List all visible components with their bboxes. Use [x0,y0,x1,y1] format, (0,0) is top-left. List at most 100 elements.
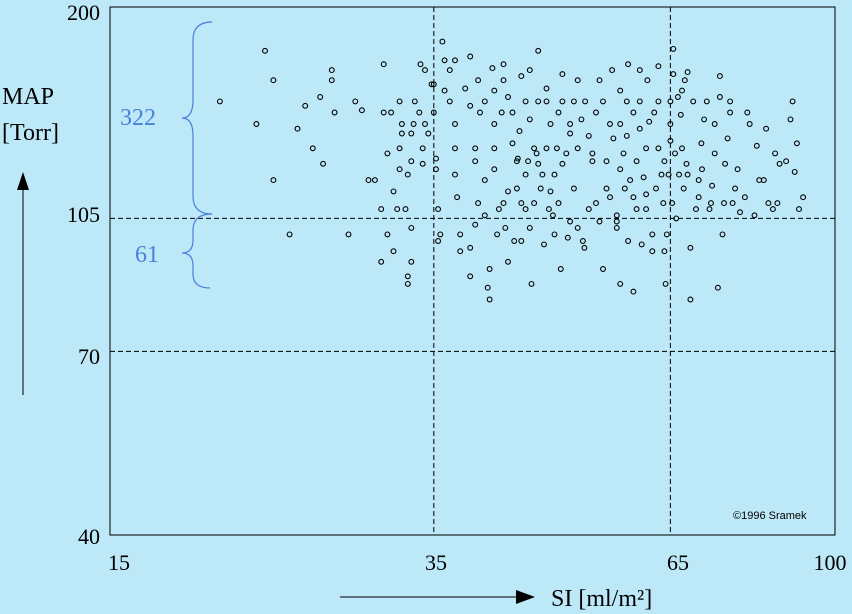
data-point [711,121,718,127]
data-point [643,206,650,213]
data-point [452,145,458,152]
data-point [769,206,776,213]
y-tick-105: 105 [67,202,100,227]
data-point [676,171,683,178]
data-point [531,145,538,152]
data-point [513,158,520,165]
data-point [636,67,643,74]
data-point [663,231,670,238]
data-point [651,109,658,116]
data-point [371,177,378,184]
data-point [706,206,713,213]
data-point [489,65,496,72]
data-point [491,166,498,173]
data-point [547,121,554,127]
data-point [660,200,667,207]
data-point [535,160,542,167]
data-point [625,61,632,68]
data-point [744,109,751,116]
data-point [690,98,697,105]
data-point [430,81,437,88]
data-point [721,200,727,207]
data-point [567,121,574,127]
data-point [441,57,448,64]
data-point [643,145,650,152]
data-point [661,248,668,255]
data-point [620,150,627,157]
data-point [574,224,581,231]
data-point [531,200,538,207]
data-point [714,284,721,291]
data-point [630,288,637,295]
data-point [495,206,502,213]
data-point [526,224,533,231]
data-point [481,177,488,184]
data-point [475,200,482,207]
data-point [457,231,464,238]
data-point [613,224,620,231]
data-point [609,67,616,74]
data-point [425,130,432,137]
data-point [481,98,488,105]
data-point [467,244,474,251]
data-point [774,200,781,207]
data-point [709,182,716,189]
data-point [541,241,547,248]
data-point [751,212,758,219]
data-point [419,145,426,152]
data-point [741,194,748,201]
data-point [724,135,731,142]
x-axis-title: SI [ml/m²] [551,586,652,612]
data-point [352,98,359,105]
data-point [396,98,403,105]
data-point [270,77,277,84]
data-point [433,166,439,173]
data-point [570,185,577,192]
data-point [800,194,807,201]
data-point [607,194,613,201]
data-point [555,109,562,116]
data-point [623,98,630,105]
data-point [500,77,507,84]
data-point [509,140,516,147]
data-point [729,200,736,207]
data-point [543,145,550,152]
data-point [667,121,674,127]
data-point [543,98,550,105]
data-point [262,47,268,54]
data-point [699,166,705,173]
data-point [653,185,659,192]
data-point [396,166,403,173]
data-point [486,296,493,303]
data-point [613,212,620,219]
data-point [500,61,507,68]
data-point [695,177,702,184]
data-point [402,206,409,213]
data-point [563,150,570,157]
data-point [677,111,684,118]
data-point [553,145,560,152]
plot-area [109,6,836,536]
data-point [719,231,726,238]
x-tick-35: 35 [425,550,447,575]
data-point [579,238,586,244]
data-point [732,185,739,192]
data-point [518,73,525,80]
data-point [727,98,734,105]
data-point [722,160,729,167]
data-point [509,109,516,116]
data-point [673,215,680,222]
x-tick-100: 100 [814,550,847,575]
data-point [600,266,606,272]
data-point [698,140,705,147]
data-point [617,121,624,127]
data-point [636,125,643,132]
data-point [428,81,435,88]
data-point [472,145,479,152]
data-point [585,132,592,139]
data-point [670,71,677,78]
data-point [505,258,511,265]
data-point [500,200,507,207]
data-point [684,69,691,76]
data-point [320,160,327,167]
